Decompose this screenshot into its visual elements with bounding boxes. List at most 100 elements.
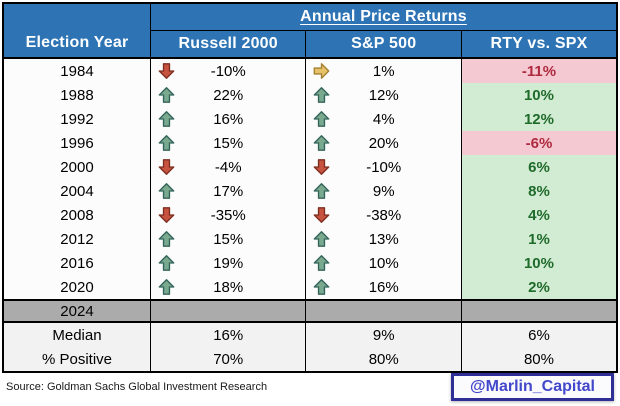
median-sp-500: 9% — [305, 322, 462, 347]
returns-table: Election Year Annual Price Returns Russe… — [2, 2, 618, 373]
return-value: 12% — [368, 86, 399, 104]
percent-positive-sp-500: 80% — [305, 347, 462, 372]
rty-vs-spx-cell: 10% — [460, 83, 617, 107]
footer: Source: Goldman Sachs Global Investment … — [0, 368, 620, 406]
percent-positive-label: % Positive — [2, 347, 151, 372]
year-cell: 1996 — [3, 131, 151, 155]
trend-arrow-icon — [158, 231, 175, 248]
table-row-2012: 2012 15% 13% 1% — [3, 227, 617, 251]
table-row-1992: 1992 16% 4% 12% — [3, 107, 617, 131]
russell-2000-cell: 18% — [149, 275, 306, 300]
trend-arrow-icon — [313, 159, 330, 176]
table-row-2004: 2004 17% 9% 8% — [3, 179, 617, 203]
table-row-2024-pending: 2024 — [2, 299, 617, 323]
median-label: Median — [2, 322, 151, 347]
return-value: 17% — [213, 182, 244, 200]
trend-arrow-icon — [313, 207, 330, 224]
rty-vs-spx-cell: 10% — [460, 251, 617, 275]
rty-vs-spx-cell: 1% — [460, 227, 617, 251]
year-cell: 2004 — [3, 179, 151, 203]
table-row-2020: 2020 18% 16% 2% — [3, 275, 617, 300]
sp-500-cell: 4% — [305, 107, 462, 131]
trend-arrow-icon — [313, 111, 330, 128]
return-value: 13% — [368, 230, 399, 248]
year-cell: 2024 — [2, 299, 151, 323]
year-cell: 1988 — [3, 83, 151, 107]
return-value: 22% — [213, 86, 244, 104]
table-title-row: Election Year Annual Price Returns — [3, 3, 617, 59]
percent-positive-rty-vs-spx: 80% — [460, 347, 617, 372]
trend-arrow-icon — [158, 255, 175, 272]
trend-arrow-icon — [313, 231, 330, 248]
trend-arrow-icon — [313, 255, 330, 272]
column-header-sp-500: S&P 500 — [305, 30, 462, 59]
year-cell: 2008 — [3, 203, 151, 227]
sp-500-cell-empty — [305, 299, 462, 323]
source-attribution: Source: Goldman Sachs Global Investment … — [6, 381, 268, 393]
return-value: -35% — [210, 206, 246, 224]
russell-2000-cell-empty — [149, 299, 306, 323]
return-value: -10% — [210, 62, 246, 80]
rty-vs-spx-cell-empty — [460, 299, 617, 323]
trend-arrow-icon — [158, 87, 175, 104]
sp-500-cell: 12% — [305, 83, 462, 107]
median-russell-2000: 16% — [149, 322, 306, 347]
sp-500-cell: 20% — [305, 131, 462, 155]
trend-arrow-icon — [313, 63, 330, 80]
russell-2000-cell: 15% — [149, 131, 306, 155]
russell-2000-cell: 22% — [149, 83, 306, 107]
table-row-1996: 1996 15% 20% -6% — [3, 131, 617, 155]
rty-vs-spx-cell: 6% — [460, 155, 617, 179]
trend-arrow-icon — [313, 183, 330, 200]
sp-500-cell: 10% — [305, 251, 462, 275]
year-cell: 1992 — [3, 107, 151, 131]
table-row-percent-positive: % Positive 70% 80% 80% — [2, 347, 617, 372]
trend-arrow-icon — [158, 135, 175, 152]
return-value: 15% — [213, 134, 244, 152]
rty-vs-spx-cell: -6% — [460, 131, 617, 155]
trend-arrow-icon — [158, 183, 175, 200]
rty-vs-spx-cell: 8% — [460, 179, 617, 203]
table-row-median: Median 16% 9% 6% — [2, 322, 617, 347]
trend-arrow-icon — [313, 135, 330, 152]
sp-500-cell: 13% — [305, 227, 462, 251]
percent-positive-russell-2000: 70% — [149, 347, 306, 372]
russell-2000-cell: 15% — [149, 227, 306, 251]
russell-2000-cell: -10% — [149, 58, 306, 83]
russell-2000-cell: -35% — [149, 203, 306, 227]
rty-vs-spx-cell: 2% — [460, 275, 617, 300]
return-value: 20% — [368, 134, 399, 152]
sp-500-cell: 16% — [305, 275, 462, 300]
russell-2000-cell: -4% — [149, 155, 306, 179]
table-row-2000: 2000 -4% -10% 6% — [3, 155, 617, 179]
trend-arrow-icon — [158, 159, 175, 176]
return-value: 18% — [213, 278, 244, 296]
year-cell: 2016 — [3, 251, 151, 275]
trend-arrow-icon — [313, 87, 330, 104]
rty-vs-spx-cell: -11% — [460, 58, 617, 83]
table-row-1984: 1984 -10% 1% -11% — [3, 58, 617, 83]
table-row-1988: 1988 22% 12% 10% — [3, 83, 617, 107]
sp-500-cell: -10% — [305, 155, 462, 179]
return-value: 10% — [368, 254, 399, 272]
trend-arrow-icon — [313, 279, 330, 296]
column-header-rty-vs-spx: RTY vs. SPX — [460, 30, 617, 59]
marlin-capital-watermark: @Marlin_Capital — [451, 373, 614, 401]
table-title-text: Annual Price Returns — [300, 8, 467, 25]
trend-arrow-icon — [158, 111, 175, 128]
russell-2000-cell: 16% — [149, 107, 306, 131]
sp-500-cell: 1% — [305, 58, 462, 83]
column-header-russell-2000: Russell 2000 — [149, 30, 306, 59]
russell-2000-cell: 19% — [149, 251, 306, 275]
rty-vs-spx-cell: 12% — [460, 107, 617, 131]
return-value: 4% — [372, 110, 395, 128]
return-value: 16% — [213, 110, 244, 128]
trend-arrow-icon — [158, 207, 175, 224]
trend-arrow-icon — [158, 63, 175, 80]
return-value: 15% — [213, 230, 244, 248]
return-value: -10% — [366, 158, 402, 176]
rty-vs-spx-cell: 4% — [460, 203, 617, 227]
table-row-2008: 2008 -35% -38% 4% — [3, 203, 617, 227]
russell-2000-cell: 17% — [149, 179, 306, 203]
